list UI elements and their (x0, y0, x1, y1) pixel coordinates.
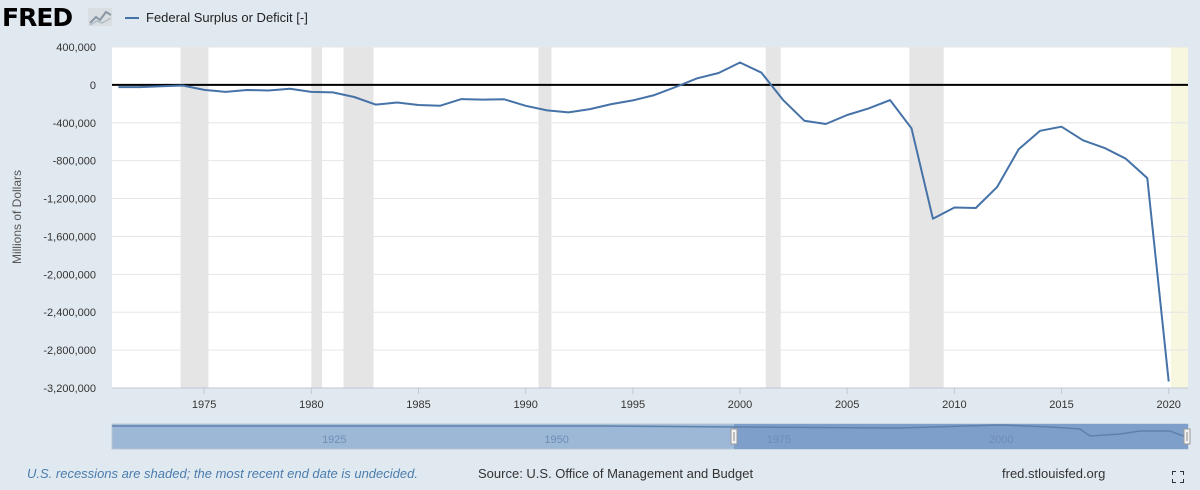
recession-band (180, 47, 209, 388)
x-tick-label: 2010 (942, 399, 966, 411)
navigator-label: 1975 (767, 434, 791, 446)
recession-band (311, 47, 323, 388)
x-tick-label: 1980 (299, 399, 323, 411)
legend-line-swatch (125, 17, 139, 19)
recession-band (909, 47, 944, 388)
navigator-label: 2000 (989, 434, 1013, 446)
y-tick-label: -2,000,000 (43, 269, 96, 281)
navigator-label: 1925 (322, 434, 346, 446)
fred-chart-icon (88, 8, 112, 26)
source-text[interactable]: Source: U.S. Office of Management and Bu… (478, 466, 754, 481)
navigator-label: 1950 (544, 434, 568, 446)
series-line-federal-surplus[interactable] (118, 61, 1170, 382)
y-tick-label: 400,000 (56, 42, 96, 54)
recession-note: U.S. recessions are shaded; the most rec… (27, 466, 418, 481)
y-tick-label: -800,000 (53, 156, 96, 168)
x-tick-label: 2000 (728, 399, 752, 411)
x-tick-label: 2015 (1049, 399, 1073, 411)
site-link[interactable]: fred.stlouisfed.org (1002, 466, 1106, 481)
navigator-labels: 1925 1950 1975 2000 (322, 434, 1013, 446)
fullscreen-icon[interactable] (1172, 471, 1184, 483)
x-tick-label: 2020 (1156, 399, 1180, 411)
recession-band (1170, 47, 1188, 388)
y-tick-label: 0 (90, 80, 96, 92)
x-tick-label: 2005 (835, 399, 859, 411)
y-tick-label: -3,200,000 (43, 383, 96, 395)
recession-band (538, 47, 552, 388)
x-tick-label: 1990 (513, 399, 537, 411)
recession-band (343, 47, 374, 388)
y-tick-label: -1,200,000 (43, 194, 96, 206)
recession-band (765, 47, 781, 388)
y-tick-label: -2,800,000 (43, 345, 96, 357)
range-navigator[interactable]: 1925 1950 1975 2000 (111, 423, 1191, 450)
navigator-series-preview (112, 424, 1187, 438)
plot-background (112, 47, 1188, 388)
legend-label[interactable]: Federal Surplus or Deficit [-] (146, 10, 308, 25)
x-tick-label: 1985 (406, 399, 430, 411)
y-tick-label: -400,000 (53, 118, 96, 130)
y-axis-ticks: 400,000 0 -400,000 -800,000 -1,200,000 -1,600… (43, 42, 96, 395)
y-axis-label: Millions of Dollars (10, 170, 24, 264)
fred-logo[interactable]: FRED (2, 3, 73, 32)
x-tick-label: 1995 (621, 399, 645, 411)
x-tick-label: 1975 (192, 399, 216, 411)
recession-shading (180, 47, 1188, 388)
y-tick-label: -1,600,000 (43, 231, 96, 243)
chart-header: FRED Federal Surplus or Deficit [-] (0, 0, 1200, 38)
line-chart: 400,000 0 -400,000 -800,000 -1,200,000 -1,600… (10, 42, 1191, 450)
y-tick-label: -2,400,000 (43, 307, 96, 319)
x-axis-ticks: 1975 1980 1985 1990 1995 2000 2005 2010 2015 2020 (112, 387, 1188, 411)
